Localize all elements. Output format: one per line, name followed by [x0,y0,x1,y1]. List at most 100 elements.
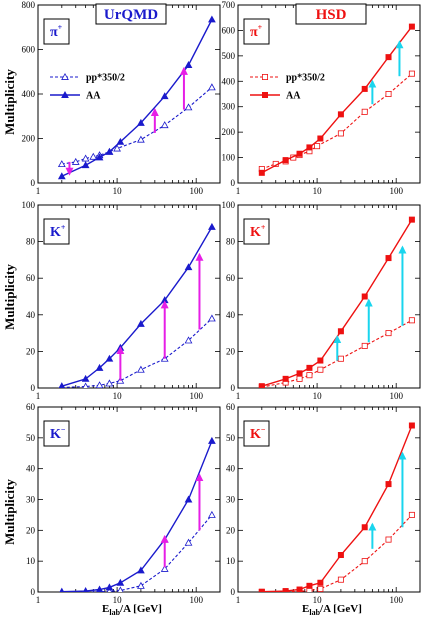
x-axis-label-rest: /A [GeV] [319,603,362,615]
panel-urqmd-1: 1 10 100 0 200 400 600 800 π+ UrQMD pp*350/2 AA [22,0,221,196]
point-aa [208,15,216,23]
y-tick-label: 40 [226,464,236,474]
panel-urqmd-3: 1 10 100 0 10 20 30 40 50 60 K− [26,402,221,605]
particle-symbol: K [250,225,261,240]
point-aa [317,357,324,364]
y-tick-label: 0 [231,383,236,393]
particle-box [43,18,70,45]
y-tick-label: 100 [22,200,36,210]
point-pp [385,330,392,337]
x-tick-label: 100 [389,186,403,196]
legend-marker-pp [61,72,69,80]
point-pp [105,379,114,387]
point-aa [116,137,125,145]
series-line-aa [261,425,413,592]
particle-charge: + [261,223,266,232]
x-tick-label: 100 [389,595,403,605]
y-tick-label: 100 [222,153,236,163]
point-aa [337,328,344,335]
particle-charge: + [258,23,263,32]
model-title-box [295,3,367,25]
svg-text:Elab/A [GeV]: Elab/A [GeV] [302,603,362,617]
panel-hsd-3: 1 10 100 0 10 20 30 40 50 60 K− [226,402,421,605]
point-aa [95,363,104,371]
point-aa [296,586,303,592]
y-tick-label: 40 [26,310,36,320]
point-pp [408,70,415,77]
point-pp [208,83,216,91]
point-pp [385,91,392,98]
point-aa [184,495,193,503]
x-axis-label-rest: /A [GeV] [119,603,162,615]
point-pp [317,366,324,373]
point-aa [361,293,368,300]
particle-symbol: K [250,427,261,442]
x-axis-label-main: E [302,603,309,615]
point-aa [258,383,265,388]
point-pp [184,336,193,344]
point-aa [306,364,313,371]
point-aa [296,150,303,157]
point-aa [81,374,90,382]
y-tick-label: 200 [22,134,36,144]
series-group [258,422,415,592]
y-tick-label: 20 [26,525,36,535]
particle-box [43,218,70,245]
point-pp [137,135,145,143]
x-tick-label: 10 [113,595,123,605]
y-tick-label: 600 [222,25,236,35]
point-aa [282,157,289,164]
point-aa [137,566,145,574]
x-axis-label-main: E [102,603,109,615]
point-aa [337,111,344,118]
point-pp [317,585,324,592]
point-aa [105,354,114,362]
point-aa [58,382,66,388]
point-aa [282,588,289,592]
point-aa [184,263,193,271]
series-group [58,222,216,388]
point-pp [337,576,344,583]
legend-label-aa: AA [286,91,301,102]
svg-text:Elab/A [GeV]: Elab/A [GeV] [102,603,162,617]
point-pp [408,511,415,518]
y-tick-label: 60 [226,402,236,412]
x-tick-label: 10 [313,186,323,196]
point-aa [95,153,104,161]
panel-urqmd-2: 1 10 100 0 20 40 60 80 100 K+ [22,200,221,401]
particle-box [243,18,270,45]
y-axis-label-row1: Multiplicity [2,69,17,135]
particle-charge: + [58,23,63,32]
y-tick-label: 40 [226,310,236,320]
point-aa [258,169,265,176]
x-tick-label: 10 [113,186,123,196]
point-aa [57,172,66,180]
point-aa [317,579,324,586]
particle-charge: − [61,425,66,434]
y-tick-label: 500 [222,51,236,61]
x-tick-label: 100 [189,391,203,401]
point-aa [408,216,415,223]
particle-label: K− [250,425,266,442]
particle-label: K+ [250,223,266,240]
y-tick-label: 400 [22,89,36,99]
particle-symbol: π [250,25,258,40]
particle-charge: + [61,223,66,232]
x-tick-label: 100 [189,595,203,605]
point-aa [385,481,392,488]
x-axis-label-sub: lab [109,608,120,617]
point-pp [306,372,313,379]
point-pp [117,586,124,592]
point-pp [337,355,344,362]
series-group [258,23,415,176]
series-group [258,216,415,388]
legend-marker-pp [261,74,268,81]
y-tick-label: 600 [22,45,36,55]
y-tick-label: 800 [22,0,36,10]
point-aa [95,585,104,592]
y-tick-label: 80 [26,237,36,247]
series-line-aa [61,226,213,387]
point-pp [82,382,89,388]
y-tick-label: 10 [226,556,236,566]
